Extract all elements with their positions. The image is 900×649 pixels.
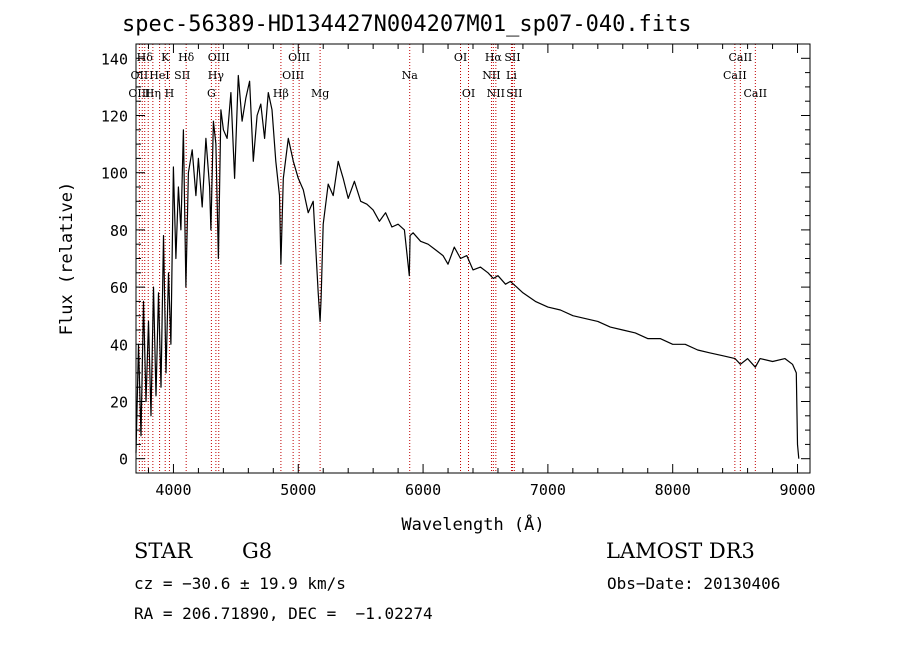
spectral-line-label: NII [487, 87, 505, 100]
spectral-line-label: CaII [743, 87, 767, 100]
spectral-line-label: Li [506, 69, 517, 82]
y-tick-label: 80 [110, 222, 128, 240]
coordinates: RA = 206.71890, DEC = −1.02274 [134, 604, 433, 623]
spectral-line-label: OII [131, 69, 149, 82]
spectral-line-label: Mg [311, 87, 329, 100]
chart-title: spec-56389-HD134427N004207M01_sp07-040.f… [122, 12, 692, 37]
x-tick-label: 7000 [530, 481, 566, 499]
object-class: STAR [134, 539, 193, 563]
spectral-line-label: HeI [149, 69, 169, 82]
y-tick-label: 20 [110, 394, 128, 412]
spectral-line-label: Hα [485, 51, 503, 64]
y-tick-label: 120 [101, 108, 128, 126]
spectral-line-label: NII [482, 69, 500, 82]
redshift-cz: cz = −30.6 ± 19.9 km/s [134, 574, 346, 593]
x-tick-label: 6000 [405, 481, 441, 499]
spectral-line-label: CaII [723, 69, 747, 82]
x-tick-label: 4000 [155, 481, 191, 499]
spectral-line-label: G [207, 87, 216, 100]
spectral-line-label: Hη [145, 87, 161, 100]
spectral-line-label: Na [402, 69, 419, 82]
spectral-line-label: Hδ [178, 51, 195, 64]
spectral-line-label: Hγ [208, 69, 225, 82]
survey-name: LAMOST DR3 [606, 539, 755, 563]
spectral-line-label: OIII [282, 69, 304, 82]
y-tick-label: 140 [101, 50, 128, 68]
y-tick-label: 60 [110, 279, 128, 297]
spectral-line-label: Hδ [137, 51, 154, 64]
observation-date: Obs−Date: 20130406 [607, 574, 781, 593]
object-subclass: G8 [242, 539, 273, 563]
spectral-line-label: OI [462, 87, 475, 100]
spectral-line-label: K [161, 51, 170, 64]
spectral-line-label: OIII [288, 51, 310, 64]
y-tick-label: 40 [110, 336, 128, 354]
x-tick-label: 9000 [779, 481, 815, 499]
y-axis-title: Flux (relative) [57, 182, 77, 336]
x-axis-title: Wavelength (Å) [401, 513, 544, 535]
spectral-line-label: OIII [128, 87, 150, 100]
spectral-line-label: CaII [729, 51, 753, 64]
spectrum-line [135, 74, 800, 459]
spectral-line-label: SII [504, 51, 520, 64]
x-tick-label: 8000 [655, 481, 691, 499]
y-tick-label: 100 [101, 165, 128, 183]
y-tick-label: 0 [119, 451, 128, 469]
spectral-line-label: OI [454, 51, 467, 64]
spectral-line-label: H [165, 87, 175, 100]
x-tick-label: 5000 [280, 481, 316, 499]
spectral-line-label: OIII [208, 51, 230, 64]
spectral-line-label: Hβ [273, 87, 289, 100]
spectral-line-label: SII [506, 87, 522, 100]
spectral-line-label: SII [174, 69, 190, 82]
